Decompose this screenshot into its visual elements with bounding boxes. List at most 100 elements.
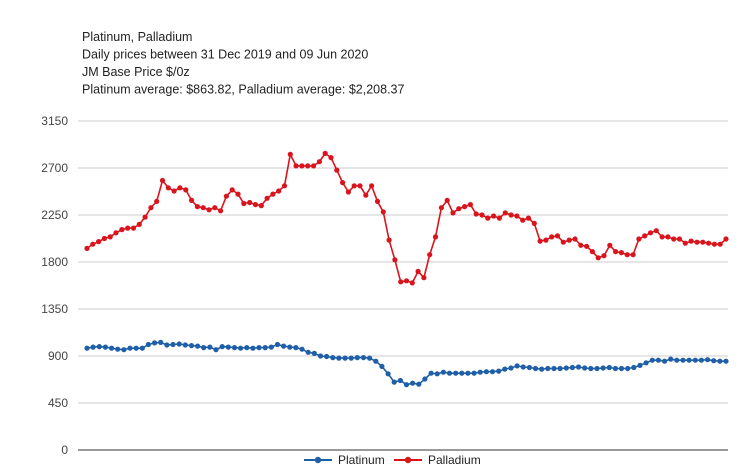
palladium-point-42 <box>328 155 334 161</box>
palladium-point-34 <box>281 183 288 189</box>
y-tick-label-1350: 1350 <box>41 302 68 316</box>
palladium-point-63 <box>450 210 456 216</box>
palladium-point-44 <box>340 180 346 186</box>
palladium-point-62 <box>444 197 450 203</box>
platinum-point-33 <box>287 344 293 350</box>
platinum-point-26 <box>244 345 250 351</box>
platinum-point-9 <box>139 345 145 351</box>
platinum-point-14 <box>170 341 176 348</box>
platinum-point-4 <box>109 345 115 351</box>
platinum-point-1 <box>90 344 96 350</box>
platinum-point-76 <box>551 365 557 372</box>
platinum-point-74 <box>539 366 545 372</box>
platinum-point-71 <box>520 364 526 370</box>
palladium-point-75 <box>520 217 526 223</box>
platinum-point-89 <box>631 364 637 371</box>
palladium-point-7 <box>125 225 131 231</box>
platinum-point-67 <box>496 368 502 374</box>
palladium-point-52 <box>386 237 392 243</box>
palladium-point-12 <box>154 198 160 204</box>
platinum-point-79 <box>569 364 576 371</box>
legend-marker-platinum <box>314 456 322 464</box>
legend-label-platinum: Platinum <box>338 453 385 467</box>
palladium-point-2 <box>96 239 102 245</box>
platinum-point-18 <box>195 343 201 349</box>
platinum-point-45 <box>360 355 367 361</box>
palladium-point-100 <box>665 234 671 240</box>
palladium-point-45 <box>345 189 351 195</box>
palladium-point-11 <box>148 205 154 211</box>
platinum-point-86 <box>612 365 619 372</box>
palladium-point-48 <box>363 192 369 198</box>
platinum-point-37 <box>311 350 317 356</box>
palladium-point-15 <box>171 188 177 194</box>
platinum-point-20 <box>207 344 213 350</box>
palladium-point-82 <box>560 239 566 245</box>
platinum-point-75 <box>545 365 551 372</box>
palladium-point-68 <box>479 212 485 218</box>
palladium-point-21 <box>206 207 212 213</box>
platinum-point-27 <box>250 345 256 351</box>
platinum-point-64 <box>477 369 483 375</box>
palladium-point-19 <box>194 204 200 210</box>
platinum-point-39 <box>324 353 330 360</box>
palladium-point-23 <box>218 208 224 214</box>
platinum-point-54 <box>416 381 422 387</box>
platinum-point-32 <box>281 343 287 349</box>
platinum-point-50 <box>391 379 397 385</box>
platinum-point-77 <box>557 365 563 372</box>
palladium-point-14 <box>165 185 171 191</box>
palladium-point-36 <box>293 163 299 169</box>
platinum-point-31 <box>274 341 281 348</box>
platinum-point-36 <box>305 349 311 355</box>
palladium-point-84 <box>572 236 578 242</box>
platinum-point-70 <box>514 363 520 369</box>
platinum-point-48 <box>379 363 385 369</box>
platinum-point-47 <box>373 358 379 364</box>
platinum-point-5 <box>115 346 121 352</box>
palladium-point-60 <box>432 234 439 240</box>
chart-title-line-2: Daily prices between 31 Dec 2019 and 09 … <box>82 48 368 62</box>
palladium-point-67 <box>473 211 479 217</box>
palladium-point-40 <box>316 159 322 165</box>
palladium-point-26 <box>235 191 241 197</box>
legend-marker-palladium <box>404 456 412 464</box>
platinum-point-44 <box>354 355 360 361</box>
platinum-point-57 <box>434 371 440 377</box>
platinum-point-13 <box>164 342 170 348</box>
palladium-point-66 <box>467 202 473 208</box>
platinum-point-96 <box>674 357 680 363</box>
platinum-point-68 <box>502 366 508 372</box>
palladium-point-16 <box>177 185 183 191</box>
palladium-point-93 <box>624 252 630 258</box>
palladium-point-72 <box>502 210 508 216</box>
platinum-point-82 <box>588 365 594 372</box>
series-palladium <box>84 150 729 286</box>
palladium-point-92 <box>618 250 625 256</box>
platinum-point-98 <box>686 357 692 363</box>
palladium-point-32 <box>270 191 276 197</box>
palladium-point-57 <box>415 268 421 274</box>
palladium-point-8 <box>130 225 137 231</box>
platinum-point-63 <box>471 370 477 376</box>
platinum-point-28 <box>256 345 262 351</box>
platinum-point-65 <box>483 369 489 375</box>
palladium-point-28 <box>247 199 253 206</box>
platinum-point-104 <box>723 358 729 364</box>
platinum-point-41 <box>336 355 342 361</box>
platinum-point-78 <box>563 365 569 371</box>
palladium-point-37 <box>299 163 305 169</box>
palladium-point-74 <box>514 213 520 219</box>
platinum-point-94 <box>662 358 668 364</box>
palladium-point-25 <box>229 187 235 193</box>
series-lines <box>84 150 729 388</box>
palladium-point-3 <box>101 235 107 242</box>
platinum-point-55 <box>422 376 428 382</box>
platinum-point-66 <box>489 369 496 375</box>
platinum-point-81 <box>582 365 588 371</box>
palladium-point-18 <box>189 197 195 203</box>
palladium-point-33 <box>276 188 282 194</box>
platinum-point-95 <box>668 356 674 362</box>
palladium-point-104 <box>688 238 694 244</box>
y-axis-tick-labels: 0 450 900 1350 1800 2250 2700 3150 <box>41 114 68 457</box>
